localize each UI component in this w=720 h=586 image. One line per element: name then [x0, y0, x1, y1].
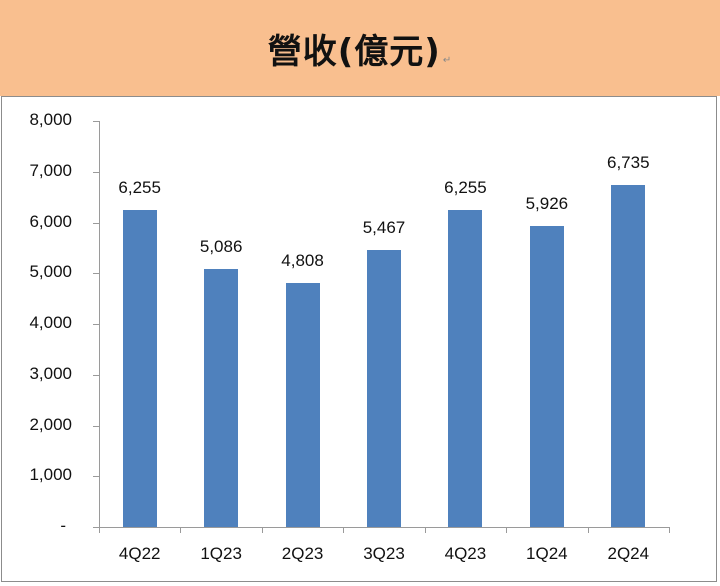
y-tick-mark	[93, 374, 99, 376]
y-tick-label: 7,000	[29, 160, 72, 180]
x-axis-line	[99, 527, 669, 528]
bar-1q24	[529, 226, 564, 527]
bar-3q23	[367, 249, 401, 527]
x-tick-label: 1Q24	[526, 544, 568, 563]
y-tick-label: 5,000	[29, 262, 72, 282]
y-tick-mark	[93, 324, 99, 325]
x-tick-mark	[669, 527, 670, 533]
x-tick-mark	[261, 527, 263, 533]
x-tick-label: 2Q24	[607, 544, 650, 563]
x-tick-mark	[343, 527, 345, 533]
bar-2q23	[285, 282, 320, 527]
y-tick-label: 1,000	[29, 465, 72, 485]
y-axis-line	[99, 121, 100, 528]
x-tick-mark	[99, 527, 100, 533]
x-tick-label: 1Q23	[200, 544, 242, 563]
y-tick-label: 6,000	[29, 211, 72, 231]
x-tick-mark	[587, 527, 589, 533]
x-tick-mark	[424, 527, 426, 533]
bar-4q23	[448, 209, 483, 527]
x-tick-mark	[180, 527, 182, 533]
data-label: 5,086	[199, 236, 243, 256]
chart-title: 營收(億元) ↵	[0, 24, 720, 73]
y-tick-mark	[93, 527, 99, 528]
y-tick-mark	[93, 171, 99, 173]
data-label: 6,255	[444, 177, 487, 197]
title-banner: 營收(億元) ↵	[0, 0, 720, 96]
x-tick-label: 4Q23	[444, 544, 487, 563]
y-tick-mark	[93, 222, 99, 224]
y-tick-mark	[93, 273, 99, 275]
data-label: 5,926	[525, 194, 569, 214]
data-label: 6,255	[118, 177, 161, 197]
bar-2q24	[611, 185, 646, 527]
y-tick-mark	[93, 476, 99, 478]
y-tick-mark	[93, 425, 99, 427]
data-label: 6,735	[607, 153, 650, 173]
chart-title-text: 營收(億元)	[267, 32, 441, 72]
x-tick-label: 4Q22	[118, 544, 161, 563]
x-tick-mark	[506, 527, 508, 533]
y-tick-label: 3,000	[29, 363, 72, 383]
y-tick-label: 4,000	[29, 313, 72, 332]
bar-1q23	[204, 268, 239, 527]
bar-4q22	[122, 209, 157, 527]
data-label: 4,808	[281, 250, 324, 270]
data-label: 5,467	[362, 217, 406, 237]
chart-frame	[1, 96, 717, 582]
y-tick-label: 2,000	[29, 414, 72, 434]
paragraph-mark-icon: ↵	[442, 55, 453, 66]
y-tick-label: 8,000	[29, 110, 72, 129]
x-tick-label: 3Q23	[363, 544, 405, 563]
y-tick-mark	[93, 121, 99, 122]
y-tick-label: -	[60, 516, 66, 535]
x-tick-label: 2Q23	[281, 544, 324, 563]
